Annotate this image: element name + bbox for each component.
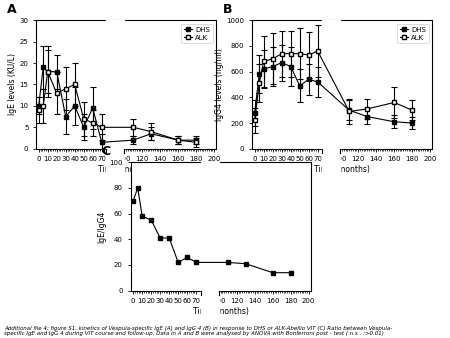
- X-axis label: Time (months): Time (months): [193, 307, 248, 316]
- Bar: [201, 162, 219, 338]
- Y-axis label: IgG4 levels (ng/ml): IgG4 levels (ng/ml): [215, 48, 224, 121]
- Y-axis label: IgE levels (KU/L): IgE levels (KU/L): [8, 53, 17, 116]
- Text: Additional file 4: figure S1. kinetics of Vespula-specific IgE (A) and IgG 4 (B): Additional file 4: figure S1. kinetics o…: [4, 325, 393, 336]
- Text: A: A: [7, 3, 17, 16]
- Bar: [106, 149, 124, 174]
- Bar: [322, 20, 340, 338]
- X-axis label: Time (months): Time (months): [314, 165, 370, 174]
- Text: B: B: [223, 3, 233, 16]
- X-axis label: Time (months): Time (months): [98, 165, 154, 174]
- Bar: [106, 20, 124, 338]
- Legend: DHS, ALK: DHS, ALK: [181, 24, 212, 43]
- Y-axis label: IgE/IgG4: IgE/IgG4: [98, 210, 107, 243]
- Legend: DHS, ALK: DHS, ALK: [397, 24, 428, 43]
- Bar: [201, 291, 219, 316]
- Bar: [322, 149, 340, 174]
- Text: C: C: [102, 145, 111, 158]
